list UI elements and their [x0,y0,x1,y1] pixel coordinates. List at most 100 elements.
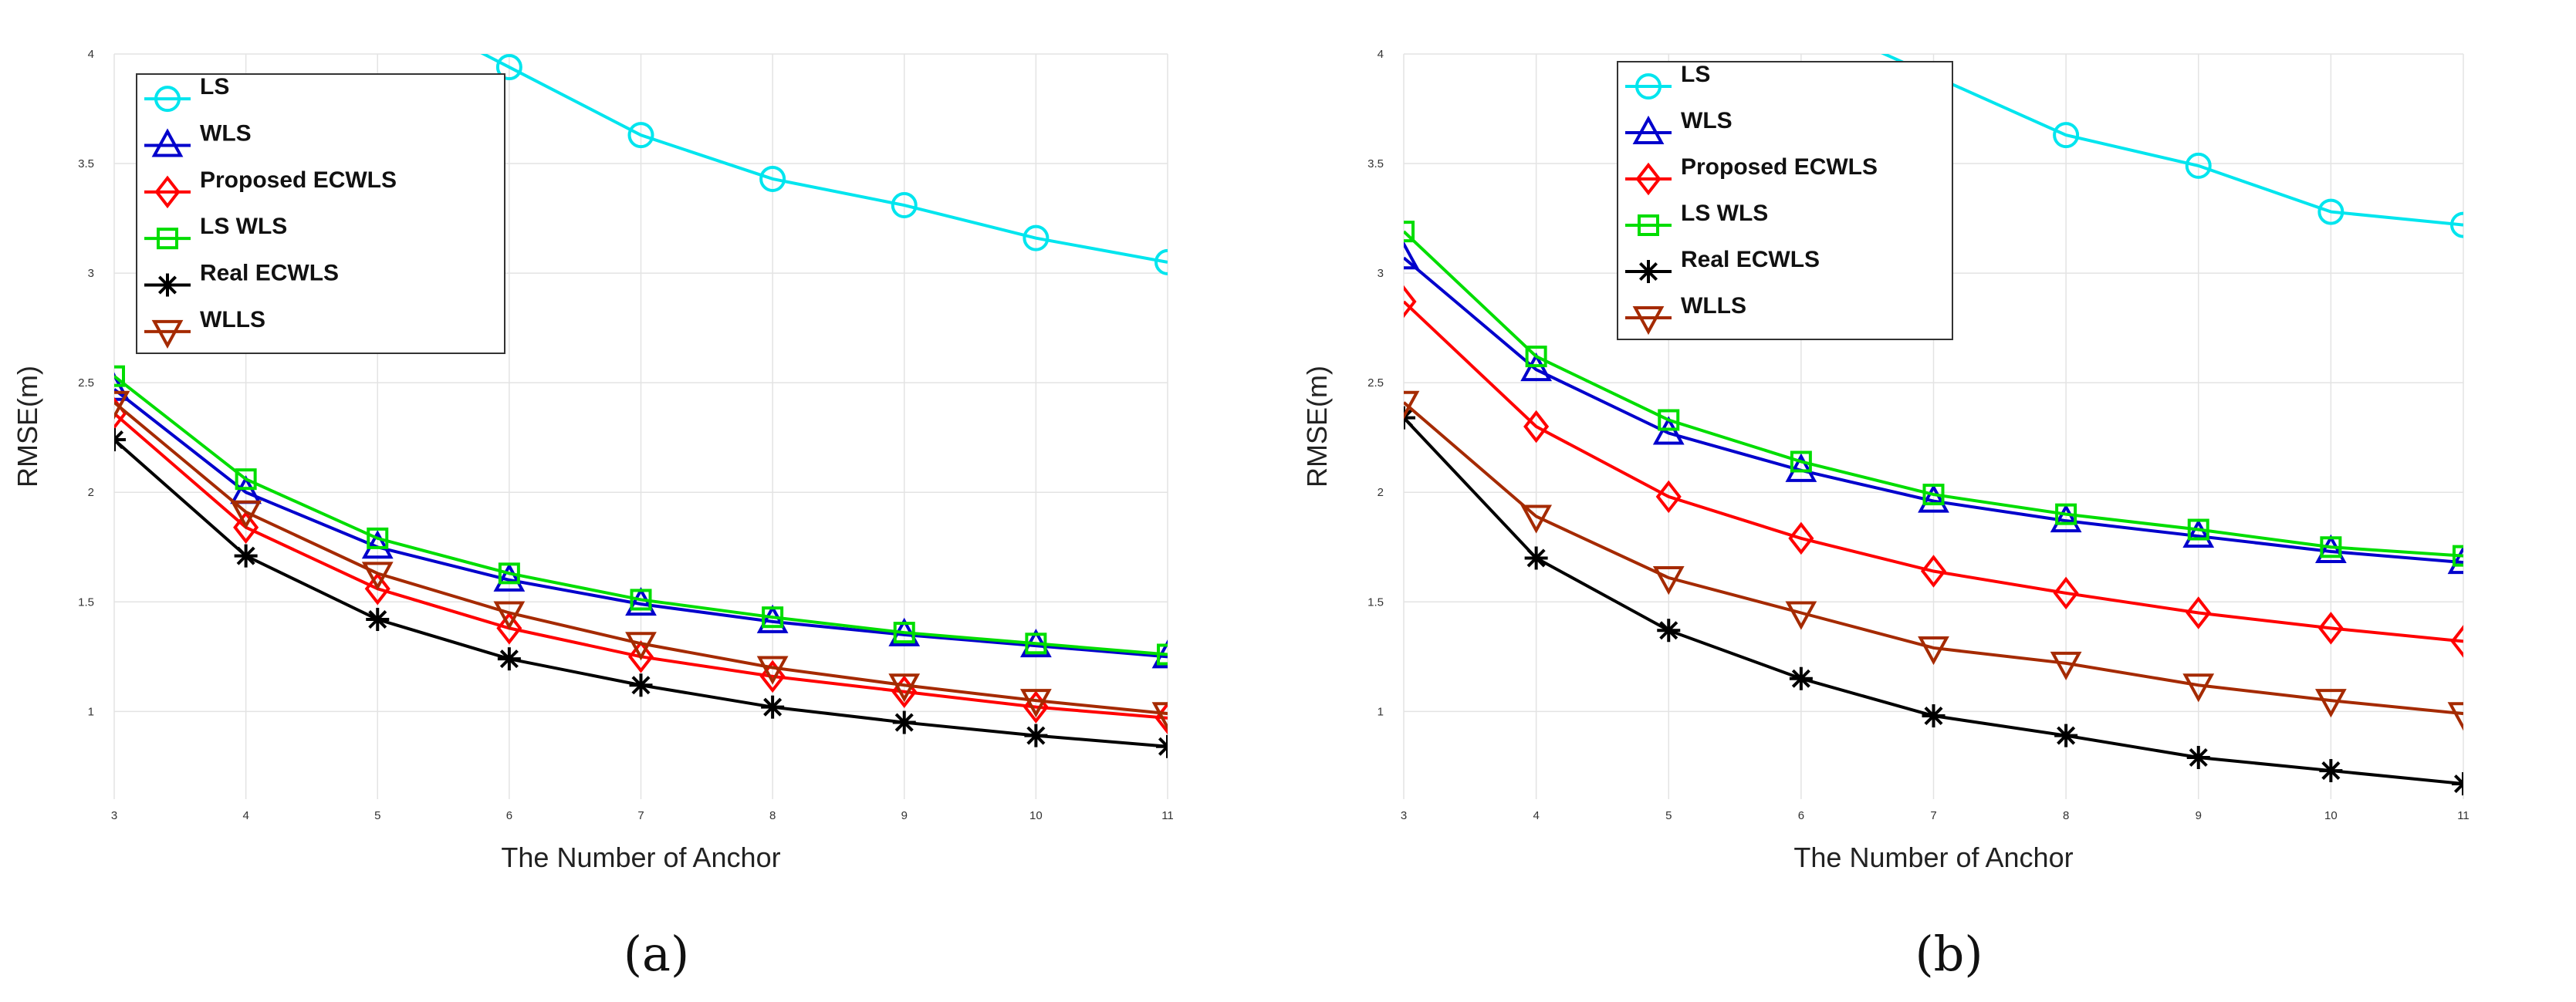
data-point [759,660,786,693]
data-point [1023,224,1050,251]
data-point-stroke [114,437,124,450]
chart-panel-b: 3 4 5 6 7 8 9 10 11 1 1.5 2 2.5 3 3.5 4 The Number of An… [1288,0,2576,1002]
x-tick-label: 7 [1930,809,1936,822]
data-point [2450,211,2463,238]
series-ls-wls [114,365,1168,666]
legend-marker [1638,214,1659,236]
data-point [1404,285,1417,319]
data-point-stroke [1404,415,1414,427]
legend-marker-stroke [157,275,177,295]
legend-label: Real ECWLS [200,261,339,286]
series-wls [1404,241,2463,575]
y-tick-label: 3.5 [1367,157,1384,170]
data-point-stroke [236,546,255,565]
data-point [1658,409,1680,431]
data-point [2314,534,2347,563]
legend-label: Proposed ECWLS [200,167,397,193]
y-tick-label: 1 [88,705,94,718]
data-point [892,710,916,734]
data-point [1520,504,1553,534]
legend-label: LS WLS [1681,201,1768,226]
data-point [2319,759,2343,783]
data-point [496,612,522,645]
x-tick-label: 9 [901,809,908,822]
data-point [2317,612,2344,645]
data-point [1652,416,1685,445]
data-point [630,589,652,611]
data-point [497,647,521,671]
x-tick-label: 11 [1161,809,1174,822]
data-point [2186,596,2212,629]
data-point [1154,248,1168,275]
y-tick-label: 1.5 [78,595,94,609]
data-point-stroke [1924,707,1943,726]
series-ls-wls [1404,221,2463,567]
legend-label: LS [200,74,229,100]
data-point [114,372,130,401]
data-point [364,572,390,606]
y-tick-label: 1 [1378,705,1384,718]
legend-box [136,73,505,354]
data-point [2185,152,2212,179]
data-point [1788,521,1814,555]
series-line [1404,401,2463,716]
data-point [1655,480,1682,514]
data-point [1525,346,1547,368]
data-point-stroke [1158,737,1168,749]
series-line [480,54,1168,264]
data-point-stroke [1158,744,1168,756]
legend-marker [1637,260,1660,283]
data-point-stroke [631,676,651,695]
legend-marker [1635,73,1662,100]
data-point [2054,724,2078,747]
data-point [1785,453,1817,482]
data-point-stroke [2321,761,2341,781]
x-tick-label: 8 [2063,809,2069,822]
y-tick-label: 3 [88,267,94,280]
y-tick-label: 2 [88,486,94,499]
data-point [888,673,921,703]
data-point [756,604,789,633]
x-tick-label: 6 [506,809,512,822]
data-point-stroke [1526,548,1546,568]
data-point [2055,503,2077,525]
x-tick-label: 3 [1401,809,1407,822]
x-tick-label: 3 [111,809,117,822]
data-point [1404,390,1420,420]
y-axis-label: RMSE(m) [1301,366,1333,488]
data-point [761,695,785,719]
data-point [1520,352,1553,382]
series-wlls [1404,390,2463,731]
data-point [1025,633,1047,655]
legend-label: Real ECWLS [1681,247,1820,272]
data-point [756,656,789,685]
data-point-stroke [2453,781,2463,794]
data-point [235,468,257,491]
data-point [2182,673,2215,703]
data-point [114,365,125,387]
chart-panel-a: 3 4 5 6 7 8 9 10 11 1 1.5 2 2.5 3 3.5 4 The Number of An… [12,48,1174,982]
data-point [2050,651,2082,681]
data-point [1156,734,1168,758]
data-point [495,54,522,81]
legend-label: LS [1681,62,1710,87]
y-tick-label: 4 [88,48,94,61]
series-wlls [114,390,1168,731]
legend-marker [1632,115,1665,144]
legend-marker [157,228,178,250]
data-point [1024,724,1048,747]
y-tick-label: 2.5 [78,376,94,390]
data-point [759,165,786,192]
legend-marker [154,86,181,113]
x-tick-label: 7 [637,809,644,822]
y-tick-label: 3 [1378,267,1384,280]
series-line [1404,300,2463,643]
y-tick-label: 2.5 [1367,376,1384,390]
series-proposed-ecwls [1404,285,2463,658]
legend-label: WLLS [1681,293,1746,319]
data-point-stroke [2057,726,2076,745]
data-point [1918,484,1949,513]
x-axis-label: The Number of Anchor [501,842,780,873]
series-real-ecwls [114,428,1168,758]
